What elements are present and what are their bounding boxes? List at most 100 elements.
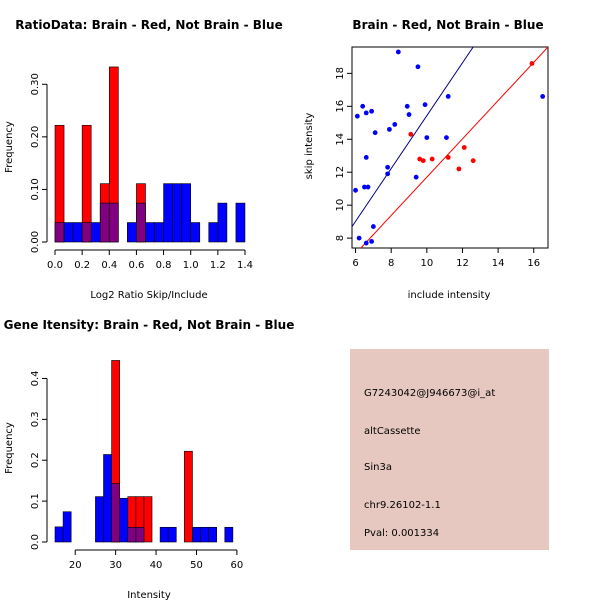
ratio-histogram-not-brain-bar [172,183,183,243]
gene-intensity-y-tick-label: 0.4 [30,370,41,386]
ratio-histogram-axes: 0.0 0.2 0.4 0.6 0.8 1.0 1.2 1.4 0.00 0.10 0.20 0.30 [30,73,253,271]
not-brain-point [540,94,546,99]
not-brain-point [444,135,449,141]
ratio-histogram-y-tick-label: 0.10 [30,178,41,200]
probe-id: G7243042@J946673@i_at [364,388,495,399]
brain-point [417,156,423,162]
gene-intensity-not-brain-bar [62,511,72,543]
scatter-y-tick-label: 14 [335,133,346,146]
not-brain-point [392,122,398,127]
gene-intensity-bars [54,360,234,543]
ratio-histogram-not-brain-bar [154,222,164,243]
gene-intensity-title: Gene Itensity: Brain - Red, Not Brain - … [4,318,295,332]
gene-intensity-not-brain-bar [119,497,129,543]
scatter-x-tick-label: 12 [456,258,469,269]
gene-intensity-not-brain-bar [127,526,137,543]
gene-intensity-x-tick-label: 50 [190,560,203,571]
ratio-histogram-x-tick-label: 0.4 [101,260,117,271]
ratio-histogram-not-brain-bar [136,202,146,243]
ratio-histogram-not-brain-bar [235,202,246,243]
not-brain-point [406,112,412,117]
ratio-histogram-y-tick-label: 0.20 [30,126,41,148]
ratio-histogram-not-brain-bar [217,202,228,243]
not-brain-point [372,130,378,136]
gene-intensity-not-brain-bar [111,483,120,543]
not-brain-point [415,64,421,70]
ratio-histogram-not-brain-bar [99,202,110,243]
scatter-ylabel: skip intensity [304,113,315,180]
brain-point [456,166,462,172]
ratio-histogram-panel: RatioData: Brain - Red, Not Brain - Blue… [4,18,283,301]
ratio-histogram-not-brain-bar [63,222,74,243]
gene-intensity-not-brain-bar [95,496,104,543]
gene-intensity-brain-bar [184,450,193,543]
scatter-axes: 6 8 10 12 14 16 8 10 12 14 16 18 [335,67,540,269]
ratio-histogram-y-tick-label: 0.30 [30,73,41,95]
gene-intensity-x-tick-label: 60 [231,560,244,571]
scatter-plot-frame [351,46,549,249]
brain-point [529,61,535,66]
not-brain-fit-line [352,47,474,227]
ratio-histogram-not-brain-bar [127,222,137,243]
not-brain-point [395,49,401,55]
ratio-histogram-not-brain-bar [163,183,173,243]
not-brain-point [362,184,367,190]
not-brain-point [363,154,369,160]
ratio-histogram-not-brain-bar [208,222,219,243]
scatter-x-tick-label: 16 [527,258,540,269]
ratio-histogram-title: RatioData: Brain - Red, Not Brain - Blue [15,18,282,32]
ratio-histogram-x-tick-label: 1.2 [210,260,226,271]
not-brain-point [424,135,430,141]
scatter-y-tick-label: 16 [335,100,346,113]
gene-intensity-not-brain-bar [54,526,64,543]
scatter-y-tick-label: 18 [335,67,346,80]
event-type: altCassette [364,426,421,437]
not-brain-point [404,103,410,109]
ratio-histogram-xlabel: Log2 Ratio Skip/Include [90,290,207,301]
gene-intensity-y-tick-label: 0.1 [30,493,41,509]
ratio-histogram-y-tick-label: 0.00 [30,231,41,253]
scatter-x-tick-label: 10 [420,258,433,269]
gene-intensity-axes: 20 30 40 50 60 0.0 0.1 0.2 0.3 0.4 [30,370,243,571]
brain-point [445,154,451,160]
gene-intensity-x-tick-label: 40 [150,560,163,571]
ratio-histogram-x-tick-label: 1.4 [237,260,253,271]
scatter-x-tick-label: 6 [352,258,358,269]
info-panel-background [350,349,549,550]
gene-intensity-not-brain-bar [103,454,112,543]
gene-intensity-histogram-panel: Gene Itensity: Brain - Red, Not Brain - … [4,318,295,600]
gene-intensity-not-brain-bar [208,526,218,543]
brain-point [420,158,426,164]
not-brain-point [353,187,358,193]
not-brain-point [385,164,391,170]
gene-intensity-y-tick-label: 0.3 [30,411,41,427]
ratio-histogram-not-brain-bar [181,183,191,243]
gene-intensity-ylabel: Frequency [4,422,15,474]
scatter-y-tick-label: 12 [335,166,346,179]
brain-fit-line [360,47,548,248]
gene-intensity-xlabel: Intensity [127,590,171,600]
not-brain-point [363,240,369,246]
scatter-y-tick-label: 10 [335,199,346,212]
brain-point [461,145,467,150]
gene-name: Sin3a [364,462,392,473]
brain-point [470,158,476,164]
scatter-fit-lines [352,47,548,248]
genomic-location: chr9.26102-1.1 [364,500,441,511]
gene-intensity-not-brain-bar [159,526,169,543]
brain-point [429,156,435,162]
scatter-x-tick-label: 8 [388,258,394,269]
ratio-histogram-x-tick-label: 0.2 [74,260,90,271]
ratio-histogram-x-tick-label: 1.0 [183,260,199,271]
brain-point [408,131,414,137]
ratio-histogram-not-brain-bar [190,222,201,243]
scatter-y-tick-label: 8 [335,235,346,241]
ratio-histogram-x-tick-label: 0.6 [128,260,144,271]
not-brain-point [369,108,374,114]
ratio-histogram-not-brain-bar [54,222,65,243]
ratio-histogram-not-brain-bar [72,222,83,243]
gene-intensity-not-brain-bar [167,526,177,543]
scatter-xlabel: include intensity [408,290,491,301]
not-brain-point [445,94,451,99]
gene-intensity-not-brain-bar [192,526,201,543]
